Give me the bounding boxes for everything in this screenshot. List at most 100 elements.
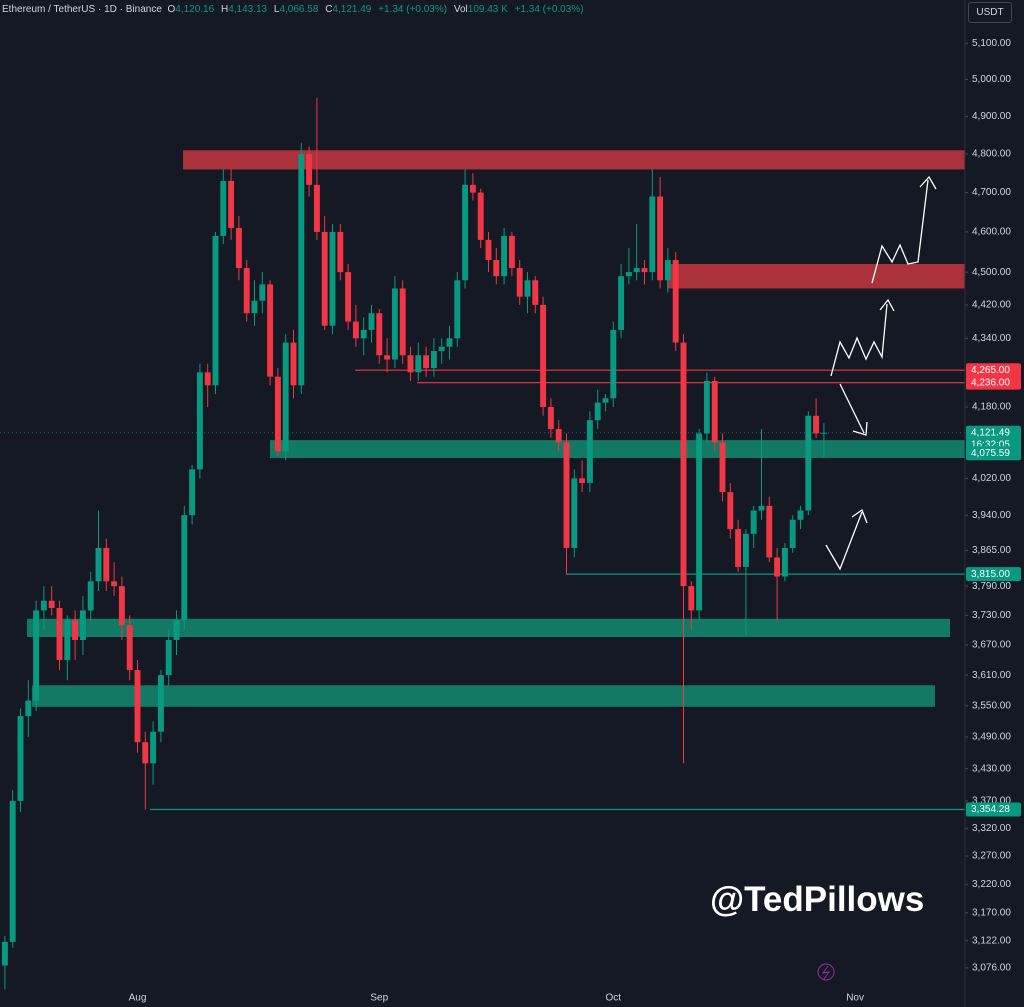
candle-body [789,519,796,548]
y-tick-label: 3,670.00 [972,640,1011,651]
y-tick-label: 4,900.00 [972,111,1011,122]
price-tag-label: 4,265.00 [971,365,1010,376]
candle-body [235,227,242,269]
candle-body [540,304,547,408]
candle-body [688,586,695,611]
price-tag-label: 3,354.28 [971,804,1010,815]
candle-body [368,313,375,330]
candle-body [423,355,430,369]
candle-body [251,300,258,314]
candle-body [586,420,593,483]
candle-body [1,941,8,966]
y-tick-label: 4,700.00 [972,187,1011,198]
candle-body [345,272,352,322]
arrow [839,383,865,434]
x-tick-label: Nov [846,993,864,1004]
candle-body [282,342,289,452]
y-tick-label: 3,550.00 [972,700,1011,711]
y-tick-label: 3,270.00 [972,851,1011,862]
candle-body [813,415,820,434]
y-tick-label: 4,600.00 [972,227,1011,238]
drawn-arrows [825,175,937,571]
candle-body [820,432,827,434]
ohlc-key: C [325,4,333,15]
price-tag-label: 3,815.00 [971,569,1010,580]
plot-area [0,97,965,990]
change: +1.34 (+0.03%) [378,4,448,15]
candle-body [547,407,554,430]
y-tick-label: 5,100.00 [972,38,1011,49]
candle-body [797,510,804,520]
candle-body [625,272,632,277]
candle-body [329,231,336,326]
candle-body [594,402,601,421]
y-tick-label: 3,170.00 [972,907,1011,918]
price-tag [966,425,1021,452]
candle-body [134,670,141,743]
candle-body [477,192,484,240]
zone [270,440,965,459]
candle-body [25,700,32,717]
y-tick-label: 3,610.00 [972,670,1011,681]
candle-body [243,268,250,314]
price-tag-label: 4,121.49 [971,427,1010,438]
price-tag-label: 4,075.59 [971,448,1010,459]
currency-button[interactable]: USDT [968,2,1012,23]
candle-body [501,235,508,277]
candle-body [774,557,781,577]
candle-body [781,547,788,577]
candle-body [95,547,102,582]
y-tick-label: 3,370.00 [972,796,1011,807]
zone [27,618,950,638]
candle-body [766,505,773,558]
y-tick-label: 4,500.00 [972,267,1011,278]
candle-body [306,154,313,185]
arrowhead [852,421,868,436]
candle-body [64,620,71,660]
price-axis: 5,100.00 5,000.00 4,900.00 4,800.00 4,700.00… [965,38,1021,974]
candle-body [672,259,679,343]
ohlc-key: H [220,4,229,15]
y-tick-label: 5,000.00 [972,74,1011,85]
candle-body [290,342,297,386]
candle-body [633,268,640,273]
candle-body [602,398,609,403]
y-tick-label: 3,220.00 [972,879,1011,890]
candle-body [719,442,726,493]
y-tick-label: 3,940.00 [972,510,1011,521]
x-tick-label: Sep [370,993,388,1004]
y-tick-label: 3,320.00 [972,823,1011,834]
y-tick-label: 3,430.00 [972,763,1011,774]
price-tag [966,567,1021,582]
candle-body [391,288,398,360]
ohlc-value: 4,120.16 [175,4,215,15]
candle-body [228,180,235,228]
candle-body [313,184,320,232]
candle-body [267,284,274,377]
candle-body [454,280,461,339]
candle-body [352,321,359,339]
y-tick-label: 4,800.00 [972,149,1011,160]
candle-body [399,288,406,356]
volume-change: +1.34 (+0.03%) [514,4,584,15]
y-tick-label: 4,180.00 [972,402,1011,413]
countdown: 16:32:05 [971,439,1010,450]
candle-body [446,338,453,347]
candle-body [189,469,196,516]
candle-body [142,742,149,764]
candle-body [649,196,656,273]
candle-body [204,372,211,386]
candle-body [220,180,227,236]
price-tag [966,802,1021,817]
replay-icon[interactable] [817,963,835,981]
volume-key: Vol [453,4,468,15]
watermark: @TedPillows [710,880,925,919]
candle-body [17,716,24,801]
arrowhead [879,298,895,312]
candle-body [430,351,437,369]
candle-body [703,380,710,434]
candle-body [212,235,219,386]
candle-body [610,329,617,399]
candle-body [48,600,55,608]
